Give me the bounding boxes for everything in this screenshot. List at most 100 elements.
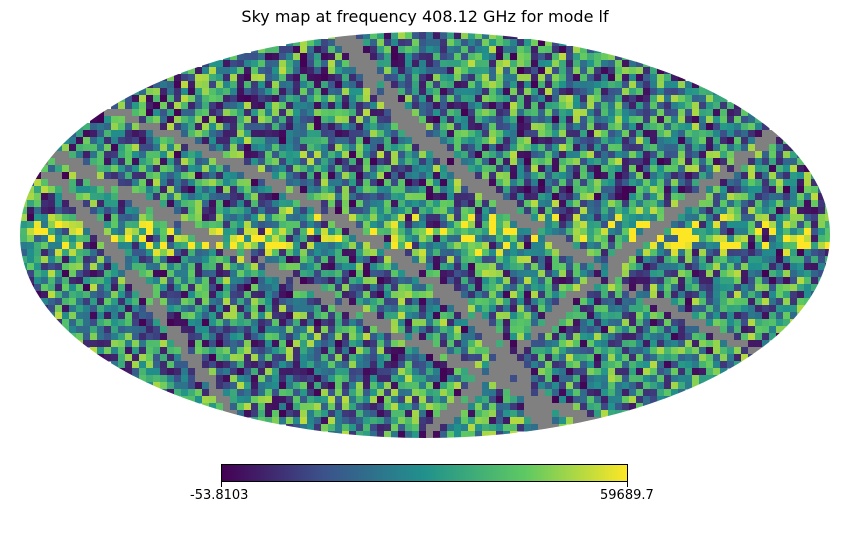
map-pixel bbox=[328, 291, 336, 299]
map-pixel bbox=[48, 207, 56, 215]
map-pixel bbox=[664, 144, 672, 152]
map-pixel bbox=[342, 137, 350, 145]
map-pixel bbox=[664, 277, 672, 285]
map-pixel bbox=[342, 186, 350, 194]
map-pixel bbox=[713, 144, 721, 152]
map-pixel bbox=[510, 81, 518, 89]
map-pixel bbox=[405, 284, 413, 292]
map-pixel bbox=[692, 144, 700, 152]
map-pixel bbox=[97, 354, 105, 362]
map-pixel bbox=[349, 340, 357, 348]
map-pixel bbox=[209, 305, 217, 313]
map-pixel bbox=[762, 277, 770, 285]
map-pixel bbox=[797, 263, 805, 271]
map-pixel bbox=[538, 207, 546, 215]
map-pixel bbox=[699, 95, 707, 103]
map-pixel bbox=[132, 137, 140, 145]
map-pixel bbox=[118, 137, 126, 145]
map-pixel bbox=[398, 347, 406, 355]
map-pixel bbox=[97, 179, 105, 187]
map-pixel bbox=[475, 144, 483, 152]
map-pixel bbox=[174, 144, 182, 152]
map-pixel bbox=[573, 165, 581, 173]
map-pixel bbox=[181, 361, 189, 369]
map-pixel bbox=[146, 319, 154, 327]
map-pixel bbox=[195, 263, 203, 271]
map-pixel bbox=[335, 291, 343, 299]
map-pixel bbox=[783, 214, 791, 222]
map-pixel bbox=[699, 172, 707, 180]
map-pixel bbox=[349, 270, 357, 278]
map-pixel bbox=[307, 298, 315, 306]
map-pixel bbox=[265, 277, 273, 285]
map-pixel bbox=[349, 137, 357, 145]
map-pixel bbox=[349, 256, 357, 264]
map-pixel bbox=[286, 312, 294, 320]
map-pixel bbox=[552, 158, 560, 166]
map-pixel bbox=[629, 207, 637, 215]
map-pixel bbox=[363, 256, 371, 264]
map-pixel bbox=[384, 242, 392, 250]
map-pixel bbox=[384, 88, 392, 96]
map-pixel bbox=[223, 221, 231, 229]
map-pixel bbox=[510, 291, 518, 299]
map-pixel bbox=[181, 354, 189, 362]
map-pixel bbox=[174, 214, 182, 222]
map-pixel bbox=[307, 172, 315, 180]
map-pixel bbox=[489, 193, 497, 201]
map-pixel bbox=[664, 179, 672, 187]
map-pixel bbox=[426, 291, 434, 299]
map-pixel bbox=[433, 158, 441, 166]
map-pixel bbox=[279, 46, 287, 54]
map-pixel bbox=[167, 81, 175, 89]
map-pixel bbox=[419, 270, 427, 278]
map-pixel bbox=[223, 249, 231, 257]
map-pixel bbox=[713, 186, 721, 194]
map-pixel bbox=[286, 333, 294, 341]
map-pixel bbox=[307, 235, 315, 243]
map-pixel bbox=[279, 123, 287, 131]
map-pixel bbox=[342, 312, 350, 320]
map-pixel bbox=[356, 165, 364, 173]
map-pixel bbox=[314, 151, 322, 159]
map-pixel bbox=[552, 207, 560, 215]
map-pixel bbox=[272, 214, 280, 222]
map-pixel bbox=[300, 368, 308, 376]
map-pixel bbox=[748, 172, 756, 180]
map-pixel bbox=[601, 347, 609, 355]
map-pixel bbox=[307, 130, 315, 138]
map-pixel bbox=[678, 319, 686, 327]
map-pixel bbox=[664, 172, 672, 180]
map-pixel bbox=[510, 347, 518, 355]
map-pixel bbox=[482, 298, 490, 306]
map-pixel bbox=[601, 137, 609, 145]
map-pixel bbox=[153, 158, 161, 166]
map-pixel bbox=[769, 179, 777, 187]
map-pixel bbox=[790, 158, 798, 166]
map-pixel bbox=[202, 95, 210, 103]
map-pixel bbox=[146, 81, 154, 89]
map-pixel bbox=[580, 67, 588, 75]
map-pixel bbox=[426, 214, 434, 222]
map-pixel bbox=[230, 382, 238, 390]
map-pixel bbox=[83, 179, 91, 187]
map-pixel bbox=[454, 81, 462, 89]
map-pixel bbox=[482, 95, 490, 103]
map-pixel bbox=[391, 67, 399, 75]
map-pixel bbox=[405, 81, 413, 89]
map-pixel bbox=[734, 319, 742, 327]
map-pixel bbox=[524, 382, 532, 390]
map-pixel bbox=[433, 109, 441, 117]
map-pixel bbox=[391, 382, 399, 390]
map-pixel bbox=[335, 354, 343, 362]
map-pixel bbox=[447, 249, 455, 257]
map-pixel bbox=[258, 312, 266, 320]
map-pixel bbox=[216, 333, 224, 341]
map-pixel bbox=[545, 179, 553, 187]
map-pixel bbox=[440, 74, 448, 82]
map-pixel bbox=[405, 200, 413, 208]
map-pixel bbox=[111, 291, 119, 299]
map-pixel bbox=[440, 200, 448, 208]
map-pixel bbox=[426, 144, 434, 152]
map-pixel bbox=[475, 67, 483, 75]
